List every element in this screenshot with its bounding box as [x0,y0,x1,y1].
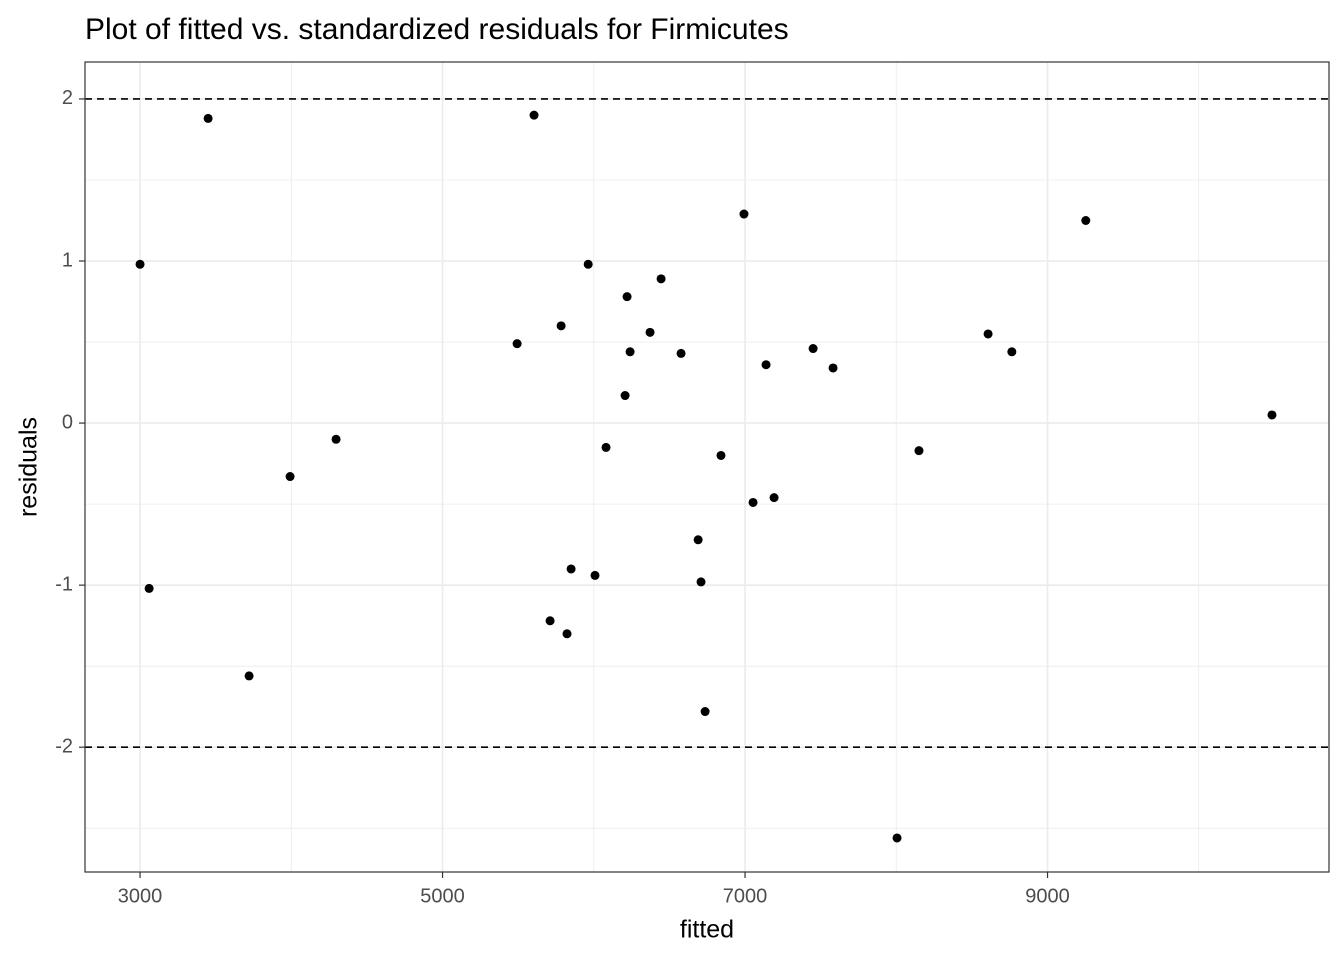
x-axis-title: fitted [680,916,734,944]
point [828,363,838,373]
point [562,629,572,639]
y-tick-label: 0 [62,411,73,433]
x-tick-label: 3000 [118,885,163,907]
y-tick-label: 2 [62,87,73,109]
point [529,110,539,120]
panel-border [84,61,1330,873]
point [285,472,295,482]
point [739,209,749,219]
point [700,707,710,717]
point [761,360,771,370]
point [808,344,818,354]
point [696,577,706,587]
y-tick-label: -1 [55,573,73,595]
chart-title: Plot of fitted vs. standardized residual… [85,13,789,46]
point [203,113,213,123]
point [556,321,566,331]
point [620,391,630,401]
point [622,292,632,302]
point [983,329,993,339]
point [1267,410,1277,420]
point [676,348,686,358]
point [135,259,145,269]
point [144,583,154,593]
y-axis-title: residuals [15,417,43,517]
point [693,535,703,545]
point [1081,215,1091,225]
point [914,446,924,456]
x-tick-label: 5000 [420,885,465,907]
point [645,327,655,337]
point [656,274,666,284]
point [748,497,758,507]
y-tick-label: 1 [62,249,73,271]
point [583,259,593,269]
x-tick-label: 7000 [723,885,768,907]
point [590,570,600,580]
point [601,442,611,452]
point [716,450,726,460]
point [331,434,341,444]
point [1007,347,1017,357]
point [566,564,576,574]
point [545,616,555,626]
point [244,671,254,681]
point [892,833,902,843]
point [625,347,635,357]
point [769,493,779,503]
point [512,339,522,349]
x-tick-label: 9000 [1025,885,1070,907]
y-tick-label: -2 [55,735,73,757]
